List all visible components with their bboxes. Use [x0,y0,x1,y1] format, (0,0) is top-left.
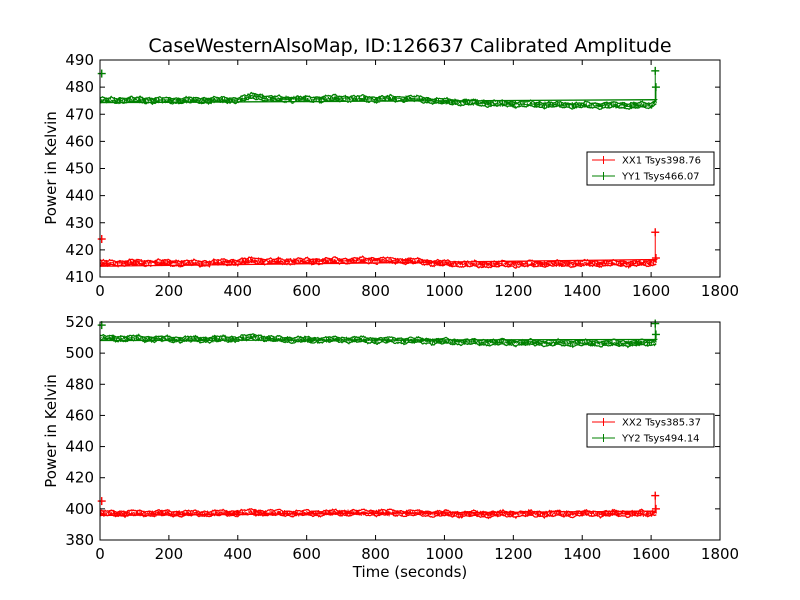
y-tick-label: 500 [65,344,94,362]
series-noise-yy1 [99,93,657,109]
x-tick-label: 800 [361,282,390,300]
x-tick-label: 1000 [425,545,463,563]
bottom-axis-ticks: 0 200 400 600 800 1000 1200 1400 1600 1800 380 400 4… [65,313,739,563]
data-point-marker [97,497,106,506]
y-tick-label: 480 [65,375,94,393]
series-noise-yy2 [99,334,657,347]
x-tick-label: 1600 [632,545,670,563]
x-tick-label: 1800 [701,282,739,300]
x-tick-label: 1000 [425,282,463,300]
x-tick-label: 1800 [701,545,739,563]
x-tick-label: 600 [292,545,321,563]
x-tick-label: 200 [155,545,184,563]
y-tick-label: 440 [65,187,94,205]
bottom-plot-panel: Power in Kelvin Time (seconds) 0 200 400 60… [42,313,739,581]
y-tick-label: 470 [65,105,94,123]
y-tick-label: 410 [65,268,94,286]
x-tick-label: 400 [223,545,252,563]
x-tick-label: 1400 [563,545,601,563]
y-tick-label: 420 [65,469,94,487]
x-tick-label: 800 [361,545,390,563]
x-tick-label: 1400 [563,282,601,300]
chart-title: CaseWesternAlsoMap, ID:126637 Calibrated… [148,35,671,57]
x-tick-label: 1200 [494,282,532,300]
x-tick-label: 1200 [494,545,532,563]
y-tick-label: 480 [65,78,94,96]
y-tick-label: 450 [65,160,94,178]
y-tick-label: 380 [65,531,94,549]
data-point-marker [97,69,106,78]
x-tick-label: 200 [155,282,184,300]
y-tick-label: 430 [65,214,94,232]
top-legend-box [586,151,715,186]
legend-label-xx2: XX2 Tsys385.37 [622,418,701,429]
legend-label-yy1: YY1 Tsys466.07 [621,172,700,183]
y-tick-label: 400 [65,500,94,518]
x-axis-label: Time (seconds) [352,563,468,581]
x-tick-label: 400 [223,282,252,300]
x-tick-label: 1600 [632,282,670,300]
top-plot-panel: CaseWesternAlsoMap, ID:126637 Calibrated… [42,35,739,300]
x-tick-label: 0 [95,545,105,563]
top-y-axis-label: Power in Kelvin [42,111,60,225]
y-tick-label: 490 [65,51,94,69]
bottom-legend: XX2 Tsys385.37 YY2 Tsys494.14 [586,413,715,448]
y-tick-label: 460 [65,132,94,150]
y-tick-label: 440 [65,438,94,456]
bottom-legend-box [586,413,715,448]
y-tick-label: 420 [65,241,94,259]
data-point-marker [97,235,106,244]
top-axis-ticks: 0 200 400 600 800 1000 1200 1400 1600 1800 410 420 4… [65,51,739,300]
y-tick-label: 520 [65,313,94,331]
top-series-group [97,66,660,269]
bottom-y-axis-label: Power in Kelvin [42,374,60,488]
y-tick-label: 460 [65,406,94,424]
legend-label-xx1: XX1 Tsys398.76 [622,156,701,167]
bottom-series-group [97,319,660,520]
bottom-plot-frame [99,321,721,541]
legend-label-yy2: YY2 Tsys494.14 [621,434,700,445]
x-tick-label: 0 [95,282,105,300]
top-legend: XX1 Tsys398.76 YY1 Tsys466.07 [586,151,715,186]
x-tick-label: 600 [292,282,321,300]
